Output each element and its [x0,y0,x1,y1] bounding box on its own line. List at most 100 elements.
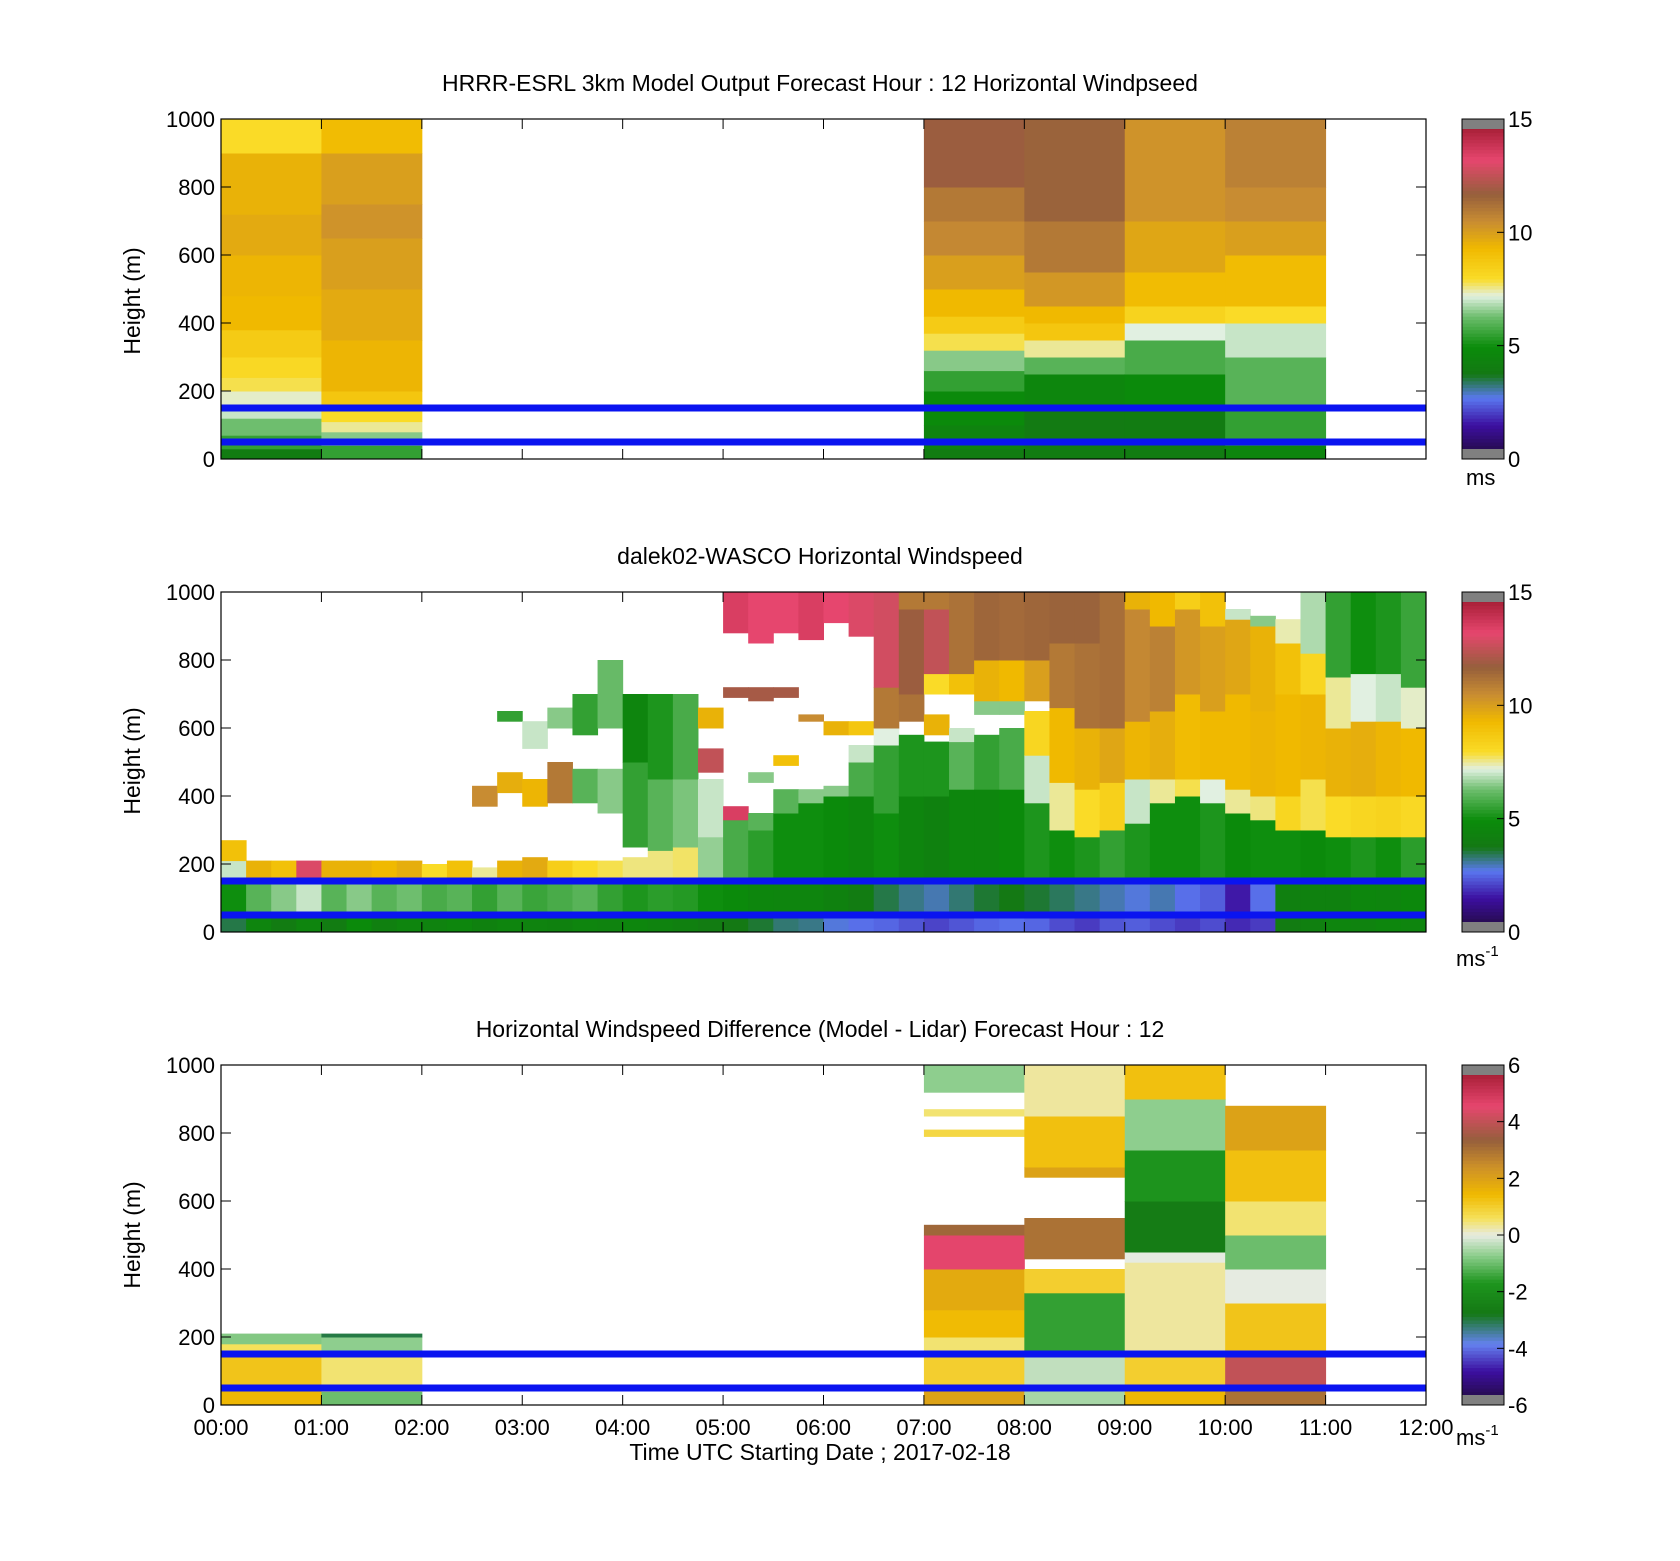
colorbar-segment [1462,421,1504,426]
colorbar-segment [1462,1265,1504,1270]
heatmap-cell [748,772,774,783]
colorbar-segment [1462,683,1504,688]
heatmap-cell [1049,915,1076,933]
colorbar-segment [1462,1112,1504,1117]
heatmap-cell [823,592,850,624]
heatmap-cell [1225,1303,1327,1355]
colorbar-segment [1462,632,1504,637]
colorbar-segment [1462,1354,1504,1358]
heatmap-cell [848,881,875,916]
heatmap-cell [421,915,448,933]
heatmap-cell [1200,626,1226,712]
heatmap-cell [1024,221,1126,273]
colorbar-segment [1462,660,1504,664]
heatmap-cell [773,592,799,634]
heatmap-cell [547,707,573,729]
heatmap-cell [1275,643,1301,695]
heatmap-cell [1124,306,1226,324]
heatmap-cell [873,813,900,882]
colorbar-segment [1462,384,1504,389]
heatmap-cell [321,408,423,423]
colorbar-segment [1462,360,1504,365]
colorbar-segment [1462,377,1504,382]
heatmap-cell [823,785,850,797]
colorbar-segment [1462,204,1504,208]
colorbar-segment [1462,149,1504,154]
heatmap-cell [1325,881,1352,916]
heatmap-cell [1024,357,1126,375]
colorbar-segment [1462,153,1504,157]
heatmap-cell [1149,915,1176,933]
colorbar-tick-label: 4 [1508,1110,1520,1135]
heatmap-cell [949,728,975,743]
heatmap-cell [672,694,699,780]
colorbar-tick-label: 10 [1508,220,1532,245]
heatmap-cell [246,860,272,882]
colorbar-segment [1462,1231,1504,1236]
heatmap-cell [246,915,272,933]
panel-model-output: 0 200 400 600 800 1000 0 5 10 15 [166,107,1532,472]
heatmap-cell [949,915,975,933]
heatmap-cell [597,768,624,814]
colorbar-segment [1462,1350,1504,1355]
heatmap-cell [321,391,423,409]
heatmap-cell [1350,881,1377,916]
colorbar-segment [1462,853,1504,858]
heatmap-cell [798,592,824,641]
heatmap-cell [1400,881,1427,916]
heatmap-cell [1049,830,1076,882]
heatmap-cell [873,687,900,729]
heatmap-cell [221,418,322,436]
heatmap-cell [572,915,599,933]
colorbar-segment [1462,221,1504,225]
heatmap-cell [421,864,448,882]
heatmap-cell [1250,711,1276,797]
heatmap-cell [1300,694,1327,780]
heatmap-cell [848,762,875,797]
heatmap-cell [1225,694,1251,790]
heatmap-cell [1375,673,1402,722]
colorbar-segment [1462,813,1504,817]
heatmap-cell [1149,626,1176,712]
colorbar-segment [1462,255,1504,259]
heatmap-cell [572,860,599,882]
colorbar-segment [1462,622,1504,627]
heatmap-cell [1225,1201,1327,1236]
heatmap-cell [748,813,774,831]
colorbar-segment [1462,285,1504,290]
colorbar-segment [1462,248,1504,253]
heatmap-cell [773,881,799,916]
heatmap-cell [974,915,1000,933]
colorbar-segment [1462,1275,1504,1280]
heatmap-cell [773,755,799,766]
colorbar-segment [1462,1252,1504,1256]
colorbar-tick-label: 5 [1508,807,1520,832]
panel-title: Horizontal Windspeed Difference (Model -… [476,1016,1165,1042]
colorbar-segment [1462,745,1504,749]
colorbar-segment [1462,166,1504,171]
colorbar-segment [1462,874,1504,879]
x-tick-label: 08:00 [997,1415,1052,1440]
heatmap-cell [1225,221,1327,256]
colorbar-segment [1462,180,1504,185]
colorbar-segment [1462,231,1504,236]
heatmap-cell [1149,779,1176,804]
heatmap-cell [221,377,322,392]
colorbar-segment [1462,643,1504,647]
colorbar-segment [1462,387,1504,392]
colorbar-segment [1462,1218,1504,1222]
colorbar-segment [1462,1207,1504,1212]
colorbar-segment [1462,394,1504,399]
heatmap-cell [1400,687,1427,729]
heatmap-cell [1275,796,1301,831]
heatmap-cell [1024,1218,1126,1260]
heatmap-cell [446,881,473,916]
heatmap-cell [221,1354,322,1386]
heatmap-cell [522,857,548,882]
colorbar-segment [1462,1126,1504,1131]
colorbar-segment [1462,1214,1504,1219]
heatmap-cell [1325,677,1352,729]
colorbar-segment [1462,380,1504,385]
heatmap-cell [974,592,1000,661]
colorbar-segment [1462,1187,1504,1192]
